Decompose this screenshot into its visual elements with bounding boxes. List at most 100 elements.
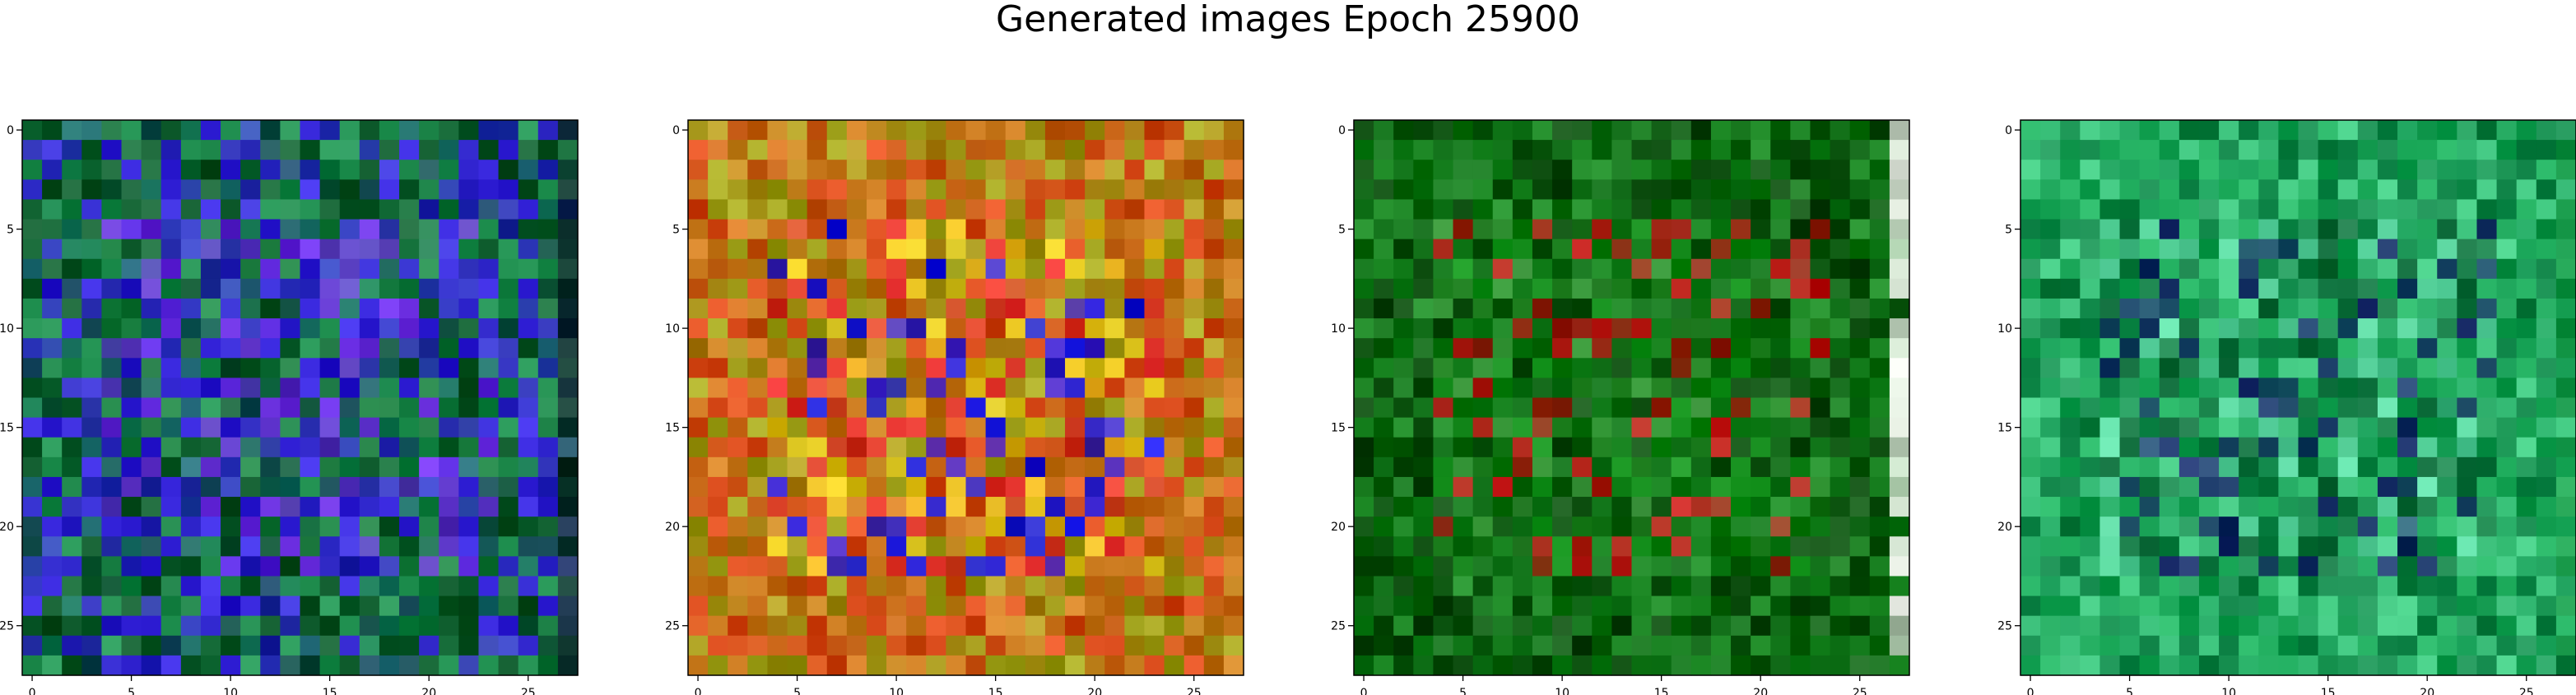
- pixel-cell: [2119, 160, 2141, 180]
- pixel-cell: [1592, 397, 1612, 419]
- pixel-cell: [2437, 595, 2457, 617]
- pixel-cell: [180, 417, 202, 438]
- pixel-cell: [1869, 476, 1890, 498]
- pixel-cell: [946, 576, 967, 597]
- pixel-cell: [498, 140, 519, 160]
- pixel-cell: [906, 437, 927, 458]
- pixel-cell: [1453, 476, 1474, 498]
- pixel-cell: [688, 179, 709, 201]
- pixel-cell: [419, 417, 439, 438]
- pixel-cell: [1532, 318, 1553, 339]
- pixel-cell: [2457, 497, 2478, 517]
- pixel-cell: [1124, 358, 1146, 378]
- pixel-cell: [379, 417, 400, 438]
- pixel-cell: [2536, 437, 2557, 458]
- pixel-cell: [2496, 655, 2518, 676]
- pixel-cell: [121, 595, 142, 617]
- pixel-cell: [2080, 655, 2101, 676]
- pixel-cell: [747, 378, 769, 399]
- pixel-cell: [906, 595, 927, 617]
- pixel-cell: [1085, 536, 1105, 557]
- pixel-cell: [2516, 576, 2537, 597]
- pixel-cell: [728, 615, 748, 637]
- pixel-cell: [985, 219, 1007, 240]
- pixel-cell: [1631, 595, 1653, 617]
- pixel-cell: [339, 120, 360, 141]
- pixel-cell: [1710, 239, 1732, 260]
- pixel-cell: [2060, 497, 2081, 517]
- pixel-cell: [180, 179, 202, 201]
- pixel-cell: [2060, 199, 2081, 220]
- pixel-cell: [946, 239, 967, 260]
- pixel-cell: [906, 476, 927, 498]
- pixel-cell: [2060, 576, 2081, 597]
- pixel-cell: [1690, 378, 1712, 399]
- pixel-cell: [1492, 517, 1514, 537]
- pixel-cell: [141, 456, 162, 478]
- pixel-cell: [1374, 358, 1394, 378]
- pixel-cell: [1164, 417, 1185, 438]
- pixel-cell: [2159, 536, 2180, 557]
- pixel-cell: [1512, 476, 1533, 498]
- pixel-cell: [1790, 635, 1811, 656]
- pixel-cell: [1203, 298, 1225, 319]
- pixel-cell: [1631, 556, 1653, 577]
- pixel-cell: [1183, 556, 1205, 577]
- pixel-cell: [280, 476, 301, 498]
- pixel-cell: [2417, 179, 2438, 201]
- pixel-cell: [359, 655, 380, 676]
- y-tick-label: 0: [7, 124, 14, 137]
- pixel-cell: [886, 556, 907, 577]
- pixel-cell: [180, 615, 202, 637]
- pixel-cell: [807, 258, 828, 280]
- pixel-cell: [498, 497, 519, 517]
- pixel-cell: [2536, 595, 2557, 617]
- pixel-cell: [2060, 278, 2081, 299]
- pixel-cell: [458, 239, 480, 260]
- pixel-cell: [1552, 160, 1573, 180]
- pixel-cell: [906, 140, 927, 160]
- pixel-cell: [1393, 456, 1414, 478]
- pixel-cell: [2476, 338, 2498, 359]
- pixel-cell: [1790, 179, 1811, 201]
- pixel-cell: [260, 199, 281, 220]
- pixel-cell: [180, 456, 202, 478]
- pixel-cell: [1354, 456, 1374, 478]
- pixel-cell: [1124, 517, 1146, 537]
- pixel-cell: [946, 615, 967, 637]
- pixel-cell: [2060, 595, 2081, 617]
- pixel-cell: [1552, 476, 1573, 498]
- pixel-cell: [300, 576, 321, 597]
- pixel-cell: [2298, 179, 2319, 201]
- pixel-cell: [359, 298, 380, 319]
- pixel-cell: [846, 199, 867, 220]
- pixel-cell: [1472, 456, 1494, 478]
- y-tick-label: 15: [1331, 422, 1346, 435]
- pixel-cell: [339, 655, 360, 676]
- pixel-cell: [1472, 556, 1494, 577]
- pixel-cell: [1492, 298, 1514, 319]
- pixel-cell: [2040, 219, 2061, 240]
- pixel-cell: [1830, 258, 1851, 280]
- pixel-cell: [1849, 278, 1871, 299]
- pixel-cell: [1830, 338, 1851, 359]
- pixel-cell: [965, 397, 987, 419]
- pixel-cell: [81, 120, 103, 141]
- pixel-cell: [1690, 140, 1712, 160]
- pixel-cell: [2377, 120, 2398, 141]
- pixel-cell: [1393, 278, 1414, 299]
- pixel-cell: [121, 397, 142, 419]
- pixel-cell: [787, 298, 808, 319]
- pixel-cell: [807, 517, 828, 537]
- pixel-cell: [2437, 517, 2457, 537]
- pixel-cell: [300, 517, 321, 537]
- pixel-cell: [965, 258, 987, 280]
- pixel-cell: [498, 199, 519, 220]
- pixel-cell: [2476, 517, 2498, 537]
- pixel-cell: [300, 140, 321, 160]
- pixel-cell: [2040, 338, 2061, 359]
- pixel-cell: [2496, 160, 2518, 180]
- pixel-cell: [1849, 140, 1871, 160]
- pixel-cell: [557, 298, 579, 319]
- pixel-cell: [2080, 517, 2101, 537]
